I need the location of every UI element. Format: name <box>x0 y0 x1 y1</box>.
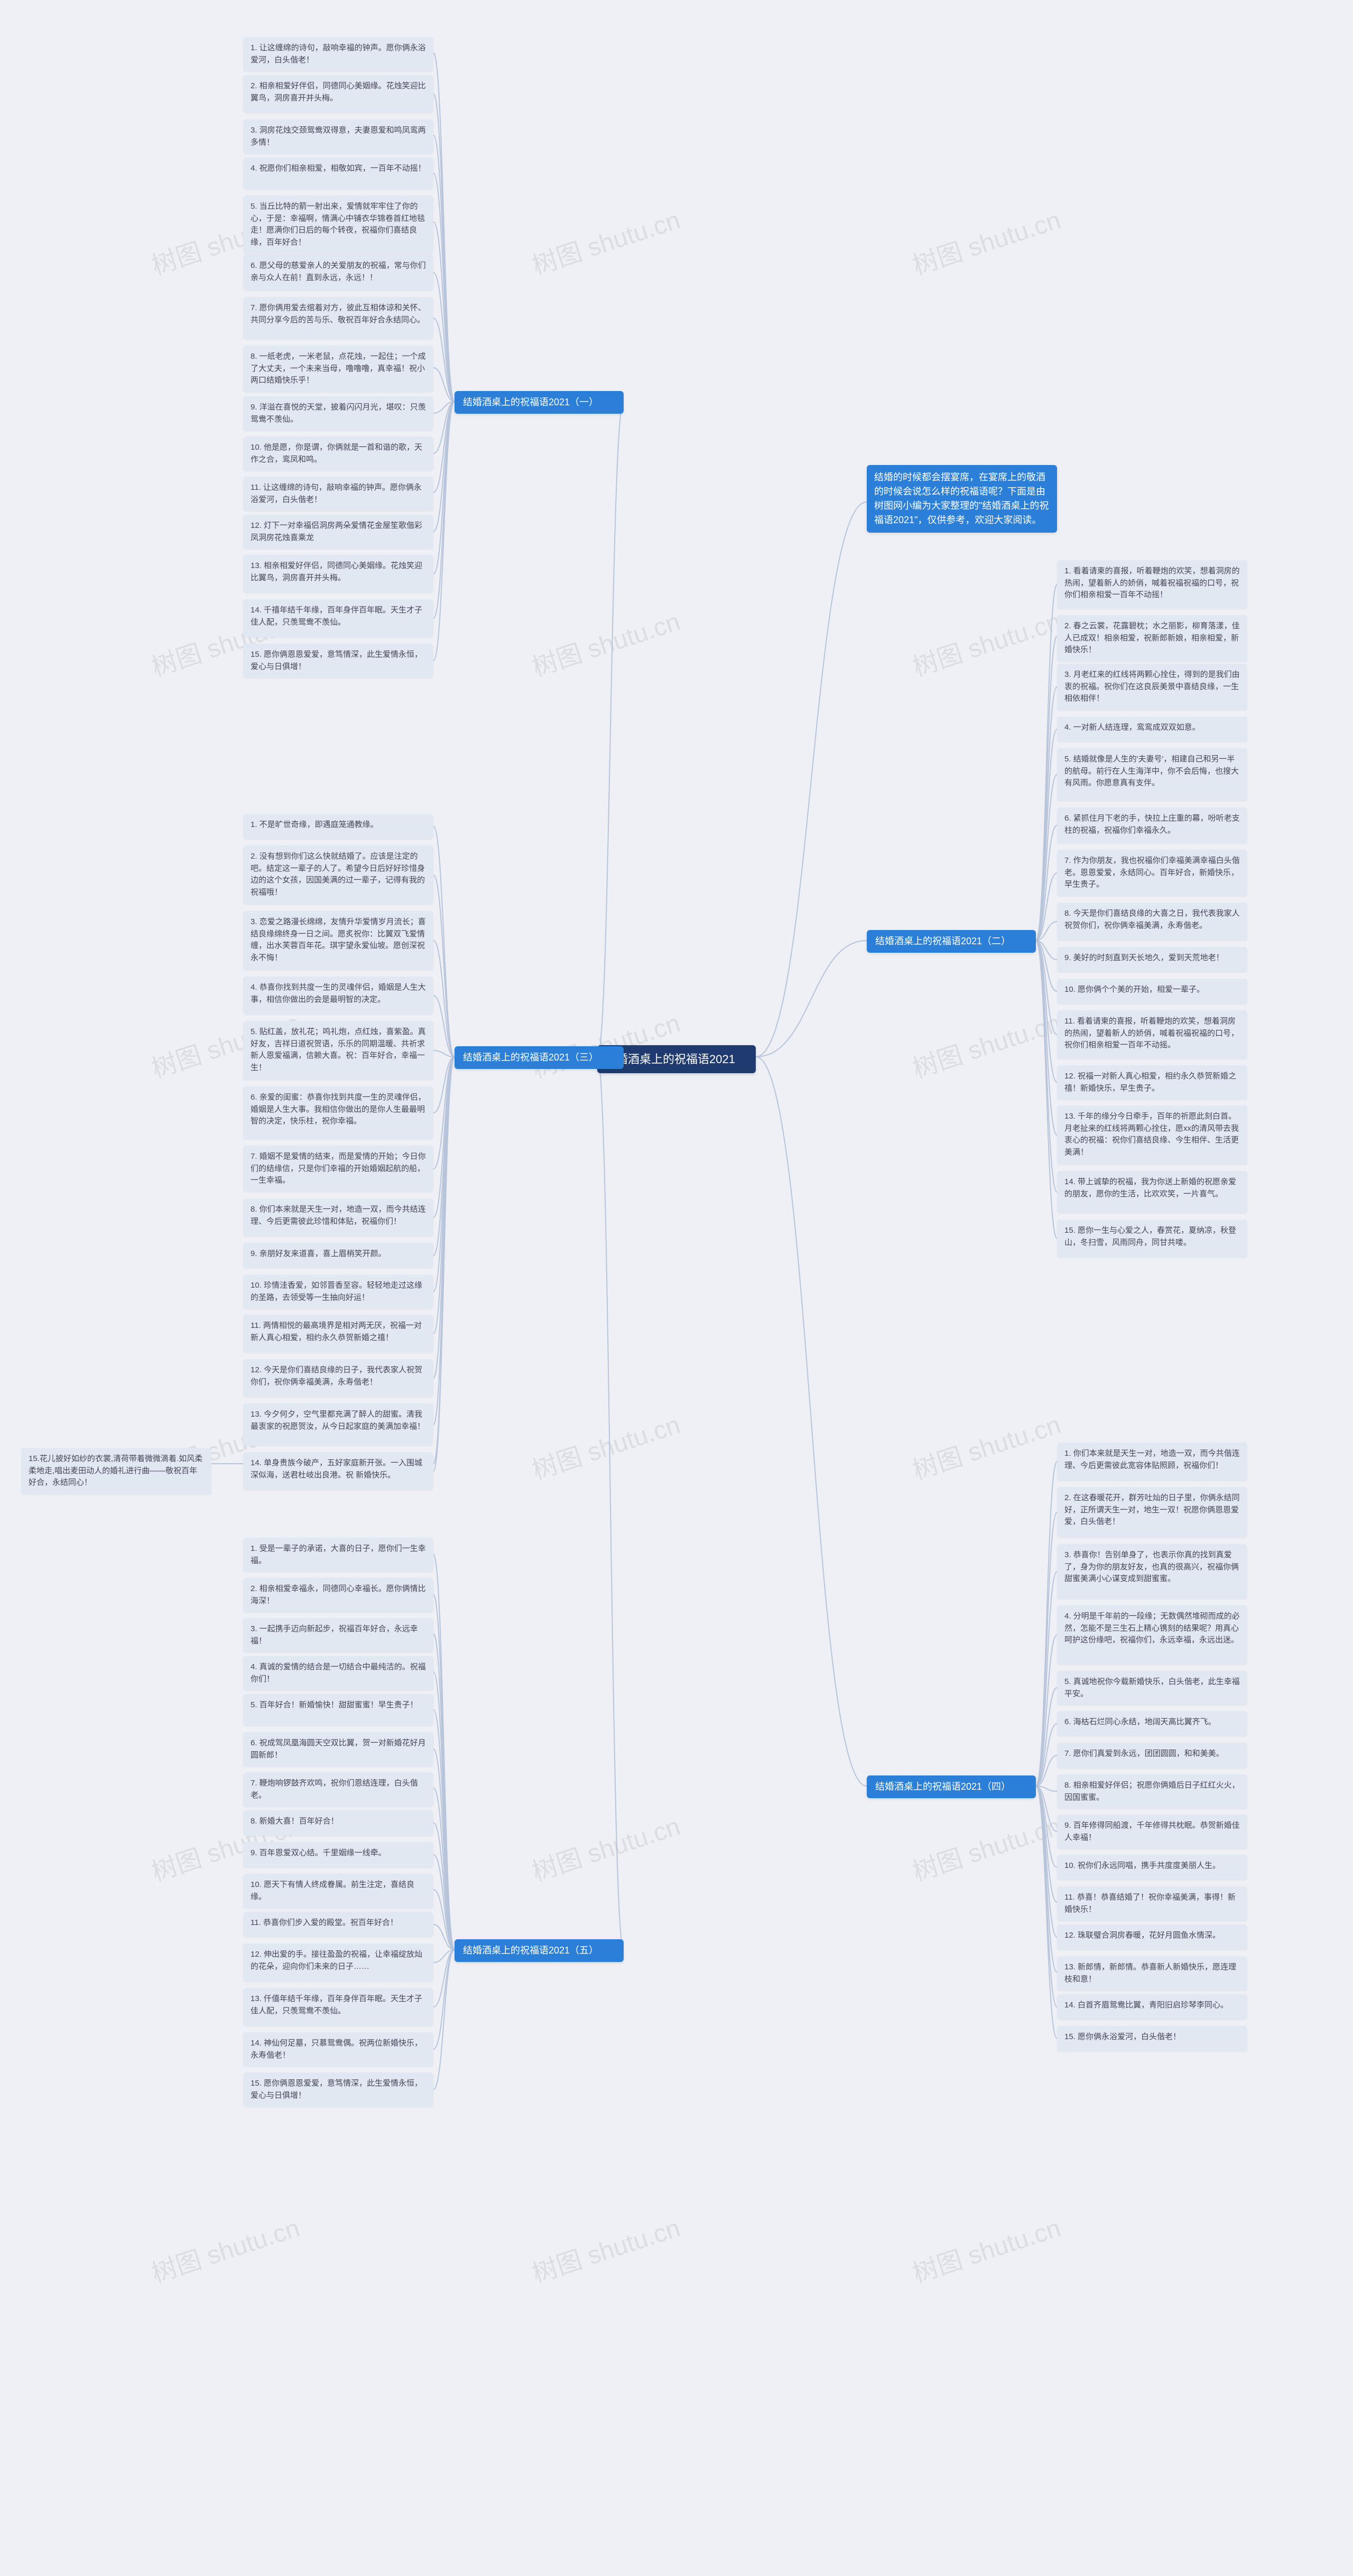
branch-b1[interactable]: 结婚酒桌上的祝福语2021（一） <box>455 391 624 414</box>
leaf-b4-14[interactable]: 14. 白首齐眉鸳鸯比翼，青阳旧启珍琴李同心。 <box>1057 1994 1247 2020</box>
leaf-b3-13[interactable]: 13. 今夕何夕，空气里都充满了醉人的甜蜜。清我最衷家的祝愿贺汝，从今日起家庭的… <box>243 1403 433 1446</box>
watermark: 树图 shutu.cn <box>526 199 684 282</box>
leaf-b5-12[interactable]: 12. 伸出爱的手。接往盈盈的祝福，让幸福绽放灿的花朵，迎向你们未来的日子…… <box>243 1943 433 1982</box>
leaf-b3-14[interactable]: 14. 单身贵族今破产，五好家庭新开张。一入围城深似海，送君杜岐出良港。祝 新婚… <box>243 1452 433 1490</box>
leaf-b1-5[interactable]: 5. 当丘比特的箭一射出来，爱情就牢牢住了你的心，于是：幸福啊，情满心中铺衣华锦… <box>243 196 433 254</box>
leaf-b5-2[interactable]: 2. 相亲相爱幸福永，同德同心幸福长。愿你俩情比海深！ <box>243 1578 433 1612</box>
watermark: 树图 shutu.cn <box>907 601 1064 683</box>
leaf-b5-7[interactable]: 7. 鞭炮响锣鼓齐欢鸣，祝你们恩结连理，白头偕老。 <box>243 1772 433 1807</box>
leaf-b4-15[interactable]: 15. 愿你俩永浴爱河，白头偕老！ <box>1057 2026 1247 2051</box>
leaf-b2-4[interactable]: 4. 一对新人结连理，鸾鸾成双双如意。 <box>1057 717 1247 742</box>
leaf-b3-2[interactable]: 2. 没有想到你们这么快就结婚了。应该是注定的吧。结定这一辈子的人了。希望今日后… <box>243 845 433 905</box>
leaf-b3-12[interactable]: 12. 今天是你们喜结良缘的日子，我代表家人祝贺你们，祝你俩幸福美满，永寿偕老！ <box>243 1359 433 1397</box>
leaf-b5-11[interactable]: 11. 恭喜你们步入爱的殿堂。祝百年好合！ <box>243 1912 433 1937</box>
leaf-b1-7[interactable]: 7. 愿你俩用爱去绾着对方，彼此互相体谅和关怀、共同分享今后的苦与乐、敬祝百年好… <box>243 297 433 339</box>
leaf-b4-11[interactable]: 11. 恭喜！恭喜结婚了！祝你幸福美满，事得！新婚快乐！ <box>1057 1886 1247 1921</box>
leaf-b5-1[interactable]: 1. 受是一辈子的承诺，大喜的日子，愿你们一生幸福。 <box>243 1538 433 1572</box>
leaf-b4-3[interactable]: 3. 恭喜你！告别单身了，也表示你真的找到真爱了，身为你的朋友好友，也真的很高兴… <box>1057 1544 1247 1599</box>
leaf-b5-10[interactable]: 10. 愿天下有情人终成眷属。前生注定，喜结良缘。 <box>243 1874 433 1908</box>
leaf-b5-4[interactable]: 4. 真诚的爱情的结合是一切结合中最纯洁的。祝福你们！ <box>243 1656 433 1690</box>
leaf-b2-9[interactable]: 9. 美好的时刻直到天长地久，爱到天荒地老！ <box>1057 947 1247 972</box>
leaf-b3-6[interactable]: 6. 亲爱的闺蜜：恭喜你找到共度一生的灵魂伴侣，婚姻是人生大事。我相信你做出的是… <box>243 1086 433 1139</box>
leaf-b5-15[interactable]: 15. 愿你俩恩恩爱爱，意笃情深，此生爱情永恒，爱心与日俱增！ <box>243 2072 433 2107</box>
leaf-b2-1[interactable]: 1. 看着请柬的喜报，听着鞭炮的欢笑，想着洞房的热闹，望着新人的娇俏，喊着祝福祝… <box>1057 560 1247 609</box>
leaf-b2-11[interactable]: 11. 看着请柬的喜报，听着鞭炮的欢笑，想着洞房的热闹，望着新人的娇俏，喊着祝福… <box>1057 1010 1247 1059</box>
leaf-b4-12[interactable]: 12. 珠联璧合洞房春暖，花好月圆鱼水情深。 <box>1057 1924 1247 1950</box>
watermark: 树图 shutu.cn <box>907 2207 1064 2290</box>
branch-b2[interactable]: 结婚酒桌上的祝福语2021（二） <box>867 930 1036 953</box>
leaf-b2-3[interactable]: 3. 月老红来的红线将两颗心拴住，得到的是我们由衷的祝福。祝你们在这良辰美景中喜… <box>1057 664 1247 710</box>
leaf-b4-6[interactable]: 6. 海枯石烂同心永结，地阔天高比翼齐飞。 <box>1057 1711 1247 1736</box>
leaf-b4-4[interactable]: 4. 分明是千年前的一段缘；无数偶然堆砌而成的必然，怎能不是三生石上精心镌刻的结… <box>1057 1605 1247 1664</box>
leaf-b2-15[interactable]: 15. 愿你一生与心爱之人，春赏花，夏纳凉，秋登山，冬扫雪，风雨同舟，同甘共喽。 <box>1057 1220 1247 1258</box>
leaf-b5-8[interactable]: 8. 新婚大喜！百年好合！ <box>243 1810 433 1836</box>
branch-b5[interactable]: 结婚酒桌上的祝福语2021（五） <box>455 1939 624 1962</box>
leaf-b3-4[interactable]: 4. 恭喜你找到共度一生的灵魂伴侣，婚姻是人生大事，相信你做出的会是最明智的决定… <box>243 977 433 1015</box>
watermark: 树图 shutu.cn <box>907 199 1064 282</box>
leaf-b2-12[interactable]: 12. 祝福一对新人真心相爱，相约永久恭贺新婚之禧！新婚快乐，早生贵子。 <box>1057 1065 1247 1100</box>
leaf-b1-2[interactable]: 2. 相亲相爱好伴侣，同德同心美姻缘。花烛笑迎比翼鸟，洞房喜开并头梅。 <box>243 75 433 113</box>
leaf-b2-10[interactable]: 10. 愿你俩个个美的开始，相爱一辈子。 <box>1057 979 1247 1004</box>
leaf-b1-9[interactable]: 9. 洋溢在喜悦的天堂，披着闪闪月光，堪叹：只羡鸳鸯不羡仙。 <box>243 396 433 431</box>
leaf-b4-2[interactable]: 2. 在这春暖花开，群芳吐灿的日子里，你俩永结同好，正所谓天生一对，地生一双！祝… <box>1057 1487 1247 1538</box>
leaf-b1-4[interactable]: 4. 祝愿你们相亲相爱，相敬如宾，一百年不动摇！ <box>243 157 433 189</box>
leaf-b2-5[interactable]: 5. 结婚就像是人生的'夫妻号'，相建自己和另一半的航母。前行在人生海洋中，你不… <box>1057 748 1247 801</box>
connectors <box>0 0 1353 2576</box>
leaf-b4-9[interactable]: 9. 百年修得同船渡，千年修得共枕眠。恭贺新婚佳人幸福！ <box>1057 1815 1247 1849</box>
leaf-b4-1[interactable]: 1. 你们本来就是天生一对，地造一双，而今共偕连理、今后更需彼此宽容体贴照顾，祝… <box>1057 1443 1247 1481</box>
watermark: 树图 shutu.cn <box>907 1806 1064 1888</box>
leaf-b4-7[interactable]: 7. 愿你们真爱到永远，团团圆圆，和和美美。 <box>1057 1743 1247 1768</box>
leaf-b4-5[interactable]: 5. 真诚地祝你今载新婚快乐，白头偕老，此生幸福平安。 <box>1057 1671 1247 1705</box>
branch-b4[interactable]: 结婚酒桌上的祝福语2021（四） <box>867 1775 1036 1798</box>
watermark: 树图 shutu.cn <box>526 1404 684 1486</box>
leaf-b4-8[interactable]: 8. 相亲相爱好伴侣；祝愿你俩婚后日子红红火火，因国蜜蜜。 <box>1057 1774 1247 1809</box>
leaf-b4-13[interactable]: 13. 新郎情，新郎情。恭喜新人新婚快乐，愿连理枝和意！ <box>1057 1956 1247 1991</box>
leaf-b2-14[interactable]: 14. 带上诚挚的祝福，我为你送上新婚的祝愿亲爱的朋友，愿你的生活，比欢欢笑，一… <box>1057 1171 1247 1213</box>
leaf-b5-6[interactable]: 6. 祝成驾凤凰海圆天空双比翼，贺一对新婚花好月圆新郎！ <box>243 1732 433 1766</box>
leaf-b1-3[interactable]: 3. 洞房花烛交颈鸳鸯双得意，夫妻恩爱和鸣凤鸾两多情！ <box>243 119 433 154</box>
leaf-b4-10[interactable]: 10. 祝你们永远同唱，携手共度度美丽人生。 <box>1057 1855 1247 1880</box>
leaf-b2-13[interactable]: 13. 千年的缘分今日牵手，百年的祈愿此刻白首。月老扯来的红线将两颗心拴住，愿x… <box>1057 1105 1247 1165</box>
leaf-b5-3[interactable]: 3. 一起携手迈向新起步，祝福百年好合，永远幸福！ <box>243 1618 433 1652</box>
leaf-b3-3[interactable]: 3. 恋爱之路漫长绵绵，友情升华爱情岁月流长；喜结良缘绵终身一日之间。愿炙祝你：… <box>243 911 433 970</box>
leaf-b3-7[interactable]: 7. 婚姻不是爱情的结束，而是爱情的开始；今日你们的结缘信，只是你们幸福的开始婚… <box>243 1146 433 1192</box>
intro-node: 结婚的时候都会摆宴席，在宴席上的敬酒的时候会说怎么样的祝福语呢？下面是由树图网小… <box>867 465 1057 533</box>
leaf-b3-8[interactable]: 8. 你们本来就是天生一对，地造一双，而今共结连理、今后更需彼此珍惜和体贴，祝福… <box>243 1198 433 1236</box>
leaf-b3-9[interactable]: 9. 亲朋好友来道喜，喜上眉梢笑开颜。 <box>243 1243 433 1268</box>
leaf-b1-10[interactable]: 10. 他是愿，你是谓，你俩就是一首和谐的歌，天作之合，鸾凤和鸣。 <box>243 436 433 471</box>
leaf-b1-14[interactable]: 14. 千禧年结千年缘，百年身伴百年眠。天生才子佳人配，只羡鸳鸯不羡仙。 <box>243 599 433 637</box>
leaf-b1-8[interactable]: 8. 一纸老虎，一米老鼠，点花烛，一起住；一个成了大丈夫，一个未来当母，噜噜噜，… <box>243 346 433 392</box>
leaf-b3-11[interactable]: 11. 两情相悦的最高境界是相对两无厌，祝福一对新人真心相爱，相约永久恭贺新婚之… <box>243 1315 433 1353</box>
leaf-b1-11[interactable]: 11. 让这缠绵的诗句，敲响幸福的钟声。愿你俩永浴爱河，白头偕老！ <box>243 477 433 511</box>
leaf-b1-6[interactable]: 6. 愿父母的慈爱亲人的关爱朋友的祝福，常与你们亲与众人在前！直到永远，永远！！ <box>243 255 433 291</box>
leaf-b2-8[interactable]: 8. 今天是你们喜结良缘的大喜之日，我代表我家人祝贺你们，祝你俩幸福美满，永寿偕… <box>1057 903 1247 941</box>
leaf-b3-5[interactable]: 5. 贴红盖，放礼花；鸣礼炮，点红烛，喜紫盈。真好友，吉祥日道祝贺语，乐乐的同期… <box>243 1021 433 1080</box>
leaf-b5-14[interactable]: 14. 神仙何足墓，只慕鸳鸯偶。祝两位新婚快乐，永寿偕老！ <box>243 2032 433 2067</box>
leaf-b1-13[interactable]: 13. 相亲相爱好伴侣，同德同心美姻缘。花烛笑迎比翼鸟，洞房喜开并头梅。 <box>243 555 433 593</box>
watermark: 树图 shutu.cn <box>526 601 684 683</box>
branch-b3[interactable]: 结婚酒桌上的祝福语2021（三） <box>455 1046 624 1069</box>
leaf-b2-7[interactable]: 7. 作为你朋友，我也祝福你们幸福美满幸福白头偕老。恩恩爱爱，永结同心。百年好合… <box>1057 850 1247 896</box>
watermark: 树图 shutu.cn <box>907 1404 1064 1486</box>
leaf-b5-13[interactable]: 13. 仟僖年结千年缘，百年身伴百年眠。天生才子佳人配，只羡鸳鸯不羡仙。 <box>243 1988 433 2026</box>
watermark: 树图 shutu.cn <box>146 2207 303 2290</box>
detached-leaf[interactable]: 15.花儿披好如纱的衣裳,清荷带着微微滴着.如风柔柔地走,唱出麦田动人的婚礼进行… <box>21 1448 211 1494</box>
leaf-b1-15[interactable]: 15. 愿你俩恩恩爱爱，意笃情深，此生爱情永恒，爱心与日俱增！ <box>243 644 433 678</box>
leaf-b2-2[interactable]: 2. 春之云裳，花露碧枕；水之丽影，柳育落漾，佳人已成双！相亲相爱，祝新郎新娘，… <box>1057 615 1247 662</box>
leaf-b5-9[interactable]: 9. 百年恩爱双心结。千里姻缘一线牵。 <box>243 1842 433 1867</box>
leaf-b3-1[interactable]: 1. 不是旷世奇缘，即遇庭笼通教缘。 <box>243 814 433 839</box>
leaf-b2-6[interactable]: 6. 紧抓住月下老的手，快拉上庄重的幕，吩听老支柱的祝福，祝福你们幸福永久。 <box>1057 807 1247 843</box>
leaf-b1-12[interactable]: 12. 灯下一对幸福侣洞房两朵爱情花金屋笙歌偕彩凤洞房花烛喜乘龙 <box>243 515 433 549</box>
leaf-b1-1[interactable]: 1. 让这缠绵的诗句，敲响幸福的钟声。愿你俩永浴爱河，白头偕老！ <box>243 37 433 71</box>
leaf-b5-5[interactable]: 5. 百年好合！新婚愉快！甜甜蜜蜜！早生贵子！ <box>243 1694 433 1726</box>
watermark: 树图 shutu.cn <box>526 2207 684 2290</box>
watermark: 树图 shutu.cn <box>907 1002 1064 1085</box>
watermark: 树图 shutu.cn <box>526 1806 684 1888</box>
leaf-b3-10[interactable]: 10. 珍情洼香爱，如邻晋香至容。轻轻地走过这缘的圣路，去领受等一生抽向好运！ <box>243 1275 433 1309</box>
